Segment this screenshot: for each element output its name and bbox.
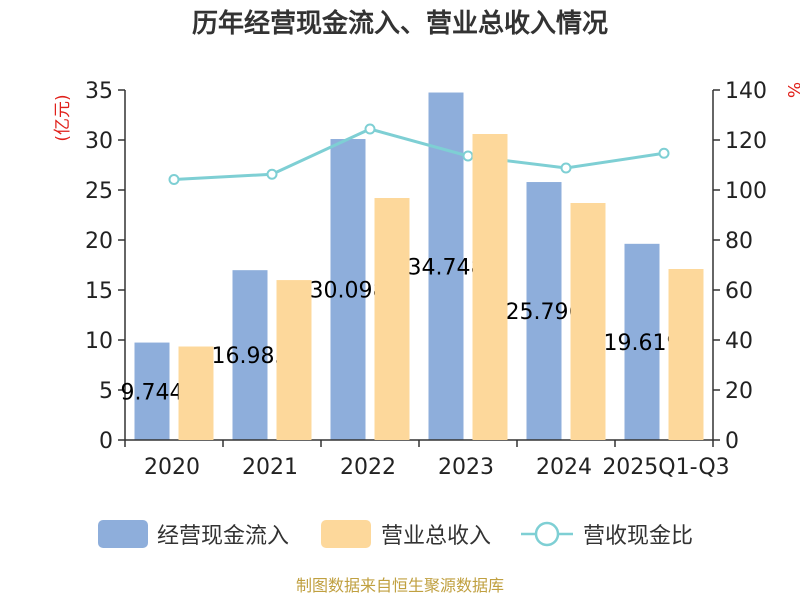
source-note: 制图数据来自恒生聚源数据库 [296, 576, 504, 595]
bar-revenue-overlay-2024 [570, 203, 606, 440]
data-label-cash-inflow-2022: 30.098 [310, 279, 387, 304]
data-label-cash-inflow-2024: 25.796 [506, 300, 583, 325]
right-tick-label-140: 140 [725, 79, 767, 104]
x-tick-label-2022: 2022 [340, 455, 396, 480]
right-tick-label-60: 60 [725, 279, 753, 304]
data-label-cash-inflow-2020: 9.744 [121, 380, 184, 405]
legend: 经营现金流入 营业总收入 营收现金比 [98, 520, 693, 549]
right-tick-label-80: 80 [725, 229, 753, 254]
left-tick-label-15: 15 [85, 279, 113, 304]
left-tick-label-5: 5 [99, 379, 113, 404]
bar-revenue-overlay-2023 [472, 134, 508, 440]
data-label-cash-inflow-2025Q1-Q3: 19.619 [604, 331, 681, 356]
chart-title: 历年经营现金流入、营业总收入情况 [192, 8, 608, 39]
right-tick-label-120: 120 [725, 129, 767, 154]
bar-cash-inflow-2024 [526, 182, 562, 441]
legend-label-ratio: 营收现金比 [583, 524, 693, 549]
axes-layer: 0 5 10 15 20 25 30 35 0 20 40 60 80 100 120 140 2020 2021… [85, 79, 767, 480]
legend-marker-ratio [534, 521, 560, 547]
right-tick-label-100: 100 [725, 179, 767, 204]
left-axis-unit: (亿元) [53, 94, 73, 141]
x-tick-label-2024: 2024 [536, 455, 592, 480]
right-tick-label-20: 20 [725, 379, 753, 404]
left-tick-label-30: 30 [85, 129, 113, 154]
bar-cash-inflow-2021 [232, 270, 268, 440]
left-tick-label-10: 10 [85, 329, 113, 354]
x-tick-label-2025Q1-Q3: 2025Q1-Q3 [602, 455, 729, 480]
right-tick-label-0: 0 [725, 429, 739, 454]
line-layer [168, 123, 670, 185]
legend-label-revenue: 营业总收入 [381, 524, 491, 549]
ratio-point-2024 [560, 162, 572, 174]
x-tick-label-2021: 2021 [242, 455, 298, 480]
x-tick-label-2020: 2020 [144, 455, 200, 480]
data-labels-layer: 9.744 16.983 30.098 34.748 25.796 19.619 [121, 134, 704, 440]
legend-label-cash-inflow: 经营现金流入 [157, 524, 289, 549]
left-tick-label-25: 25 [85, 179, 113, 204]
right-axis-unit: % [783, 82, 800, 98]
ratio-point-2023 [462, 150, 474, 162]
legend-swatch-revenue [321, 520, 371, 548]
left-tick-label-35: 35 [85, 79, 113, 104]
left-tick-label-20: 20 [85, 229, 113, 254]
bar-revenue-overlay-2021 [276, 280, 312, 440]
ratio-point-2022 [364, 123, 376, 135]
bar-cash-inflow-2020 [134, 342, 170, 440]
bar-cash-inflow-2022 [330, 139, 366, 440]
ratio-line [173, 127, 665, 181]
bar-revenue-overlay-2020 [178, 346, 214, 440]
ratio-point-2020 [168, 174, 180, 185]
bar-revenue-overlay-2025Q1-Q3 [668, 269, 704, 440]
ratio-point-2025Q1-Q3 [658, 147, 670, 159]
legend-swatch-cash-inflow [98, 520, 148, 548]
bar-cash-inflow-2025Q1-Q3 [624, 243, 660, 440]
x-tick-label-2023: 2023 [438, 455, 494, 480]
data-label-cash-inflow-2021: 16.983 [212, 344, 289, 369]
data-label-cash-inflow-2023: 34.748 [408, 255, 485, 280]
bar-revenue-overlay-2022 [374, 198, 410, 440]
right-tick-label-40: 40 [725, 329, 753, 354]
left-tick-label-0: 0 [99, 429, 113, 454]
ratio-point-2021 [266, 168, 278, 180]
